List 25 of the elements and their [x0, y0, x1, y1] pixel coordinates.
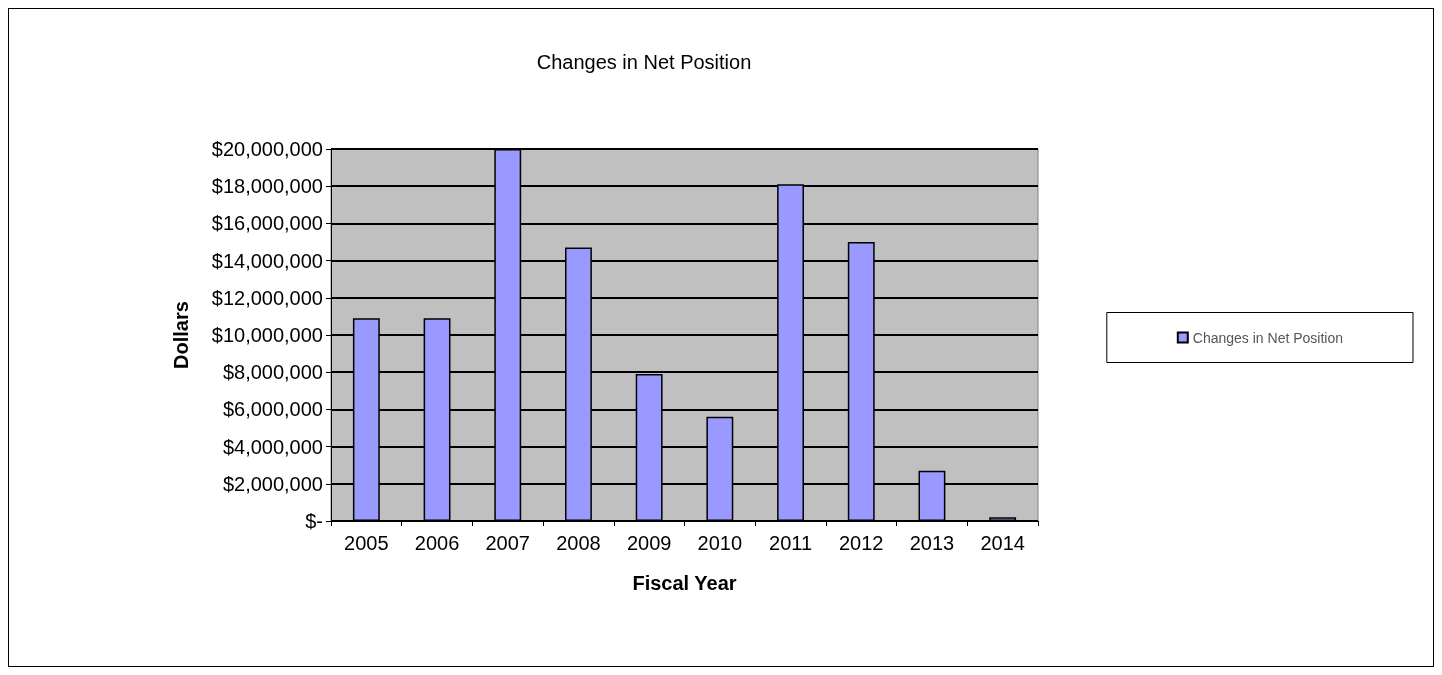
y-tick-label: $16,000,000 [211, 212, 323, 235]
y-tick-label: $4,000,000 [222, 435, 323, 458]
y-tick-label: $8,000,000 [222, 361, 323, 384]
x-axis-title: Fiscal Year [632, 572, 737, 594]
y-axis-title: Dollars [170, 301, 192, 369]
y-tick-label: $18,000,000 [211, 175, 323, 198]
y-tick-label: $12,000,000 [211, 286, 323, 309]
x-tick-label: 2014 [980, 532, 1025, 554]
y-tick-label: $- [305, 510, 323, 532]
x-tick-label: 2008 [556, 532, 601, 554]
x-tick-label: 2013 [909, 532, 955, 554]
chart-title: Changes in Net Position [536, 51, 752, 73]
x-tick-label: 2012 [839, 532, 884, 554]
x-tick-label: 2006 [414, 532, 460, 554]
y-tick-label: $14,000,000 [211, 249, 323, 272]
y-tick-label: $6,000,000 [222, 398, 323, 421]
x-tick-label: 2005 [344, 532, 389, 554]
x-tick-label: 2007 [485, 532, 530, 554]
y-tick-label: $2,000,000 [222, 472, 323, 495]
y-tick-label: $10,000,000 [211, 324, 323, 346]
x-tick-label: 2010 [697, 532, 743, 554]
x-tick-label: 2011 [769, 532, 813, 554]
y-tick-label: $20,000,000 [211, 138, 323, 160]
legend-label: Changes in Net Position [1192, 329, 1343, 346]
x-tick-label: 2009 [626, 532, 672, 554]
